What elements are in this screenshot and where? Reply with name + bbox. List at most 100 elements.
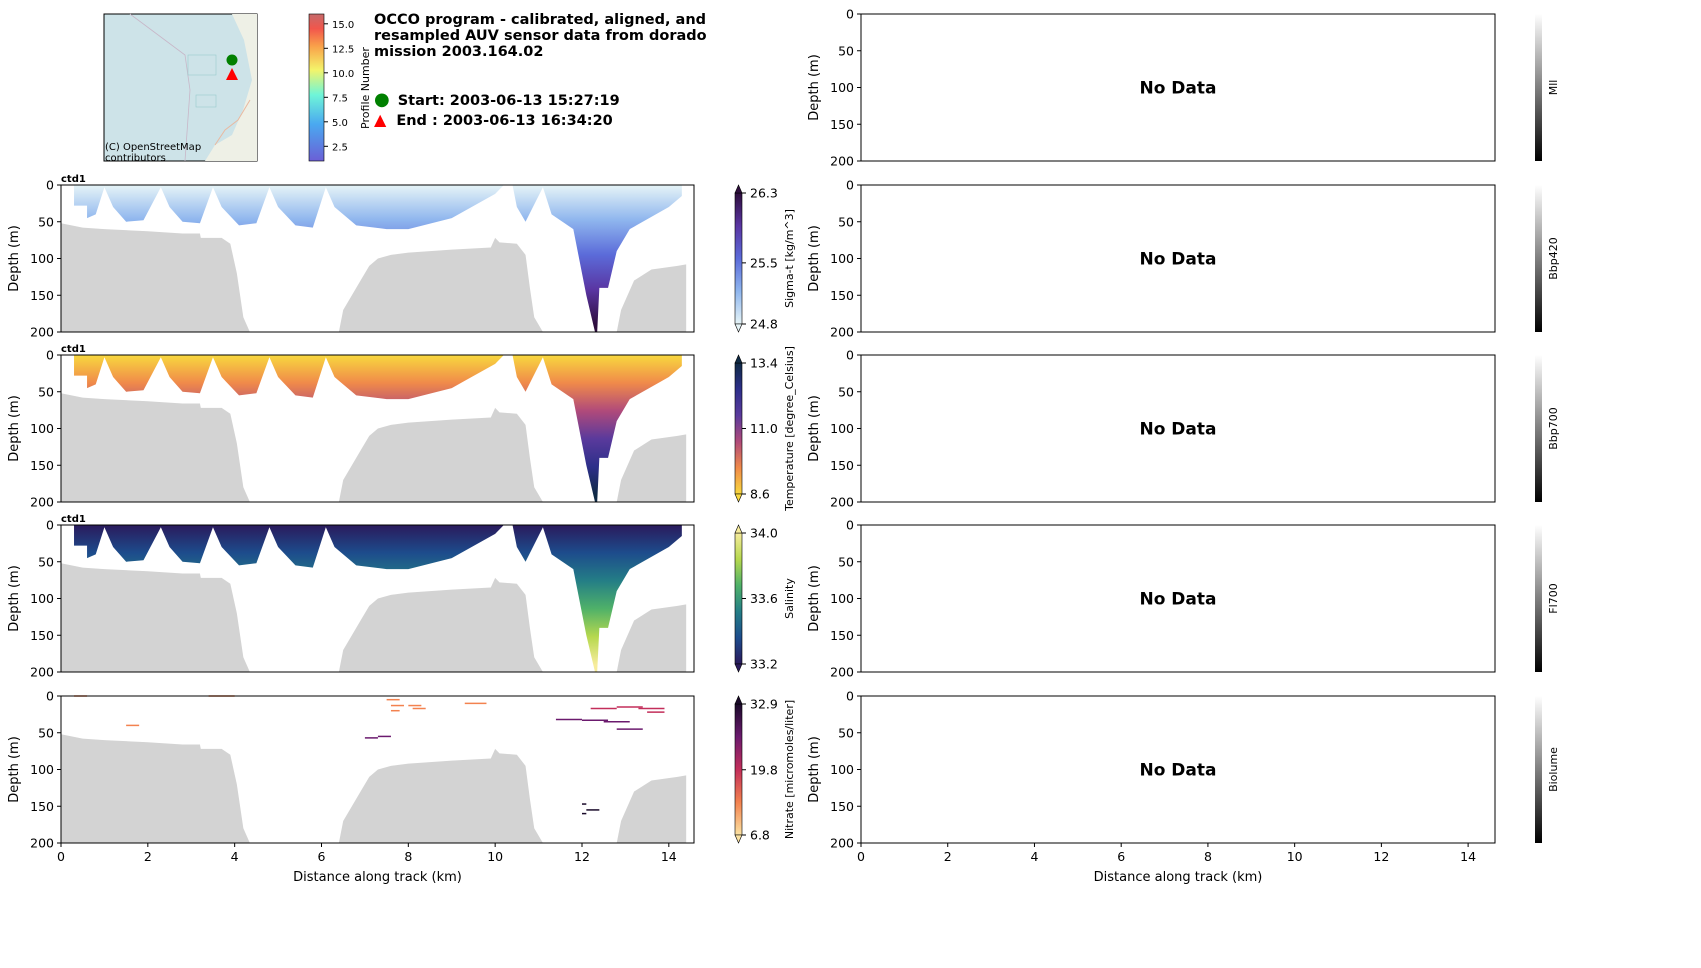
y-axis-label: Depth (m) <box>7 395 22 462</box>
chart-panel-9: No Data 0 50 100 150 200 Depth (m) 0 2 4 6 8 10 12 14 D… <box>807 689 1560 886</box>
y-tick-label: 200 <box>830 495 854 510</box>
colorbar: 24.8 25.5 26.3 Sigma-t [kg/m^3] <box>734 184 796 333</box>
y-tick-label: 200 <box>830 836 854 851</box>
y-axis-label: Depth (m) <box>7 225 22 292</box>
y-axis-label: Depth (m) <box>807 225 822 292</box>
colorbar: 33.2 33.6 34.0 Salinity <box>734 524 796 673</box>
colorbar-tick-label: 33.2 <box>750 657 778 672</box>
plot-area <box>861 525 1495 672</box>
y-tick-label: 100 <box>30 251 54 266</box>
colorbar-tick-label: 33.6 <box>750 591 778 606</box>
x-tick-label: 0 <box>857 849 865 864</box>
colorbar-bar <box>1535 185 1542 332</box>
x-tick-label: 6 <box>1117 849 1125 864</box>
colorbar-tick-label: 5.0 <box>332 118 348 129</box>
y-tick-label: 200 <box>830 325 854 340</box>
y-tick-label: 150 <box>830 117 854 132</box>
panel-tag: ctd1 <box>61 514 86 525</box>
data-field <box>74 355 682 502</box>
y-tick-label: 150 <box>830 628 854 643</box>
colorbar: Fl700 <box>1535 525 1560 672</box>
y-tick-label: 0 <box>846 518 854 533</box>
colorbar-bar <box>1535 14 1542 161</box>
y-axis-label: Depth (m) <box>807 54 822 121</box>
colorbar-bar <box>734 362 743 495</box>
colorbar-tick-label: 32.9 <box>750 697 778 712</box>
colorbar-tick-label: 34.0 <box>750 526 778 541</box>
colorbar-label: Fl700 <box>1547 583 1560 613</box>
colorbar-extend-min <box>734 323 743 333</box>
colorbar-tick-label: 10.0 <box>332 69 354 80</box>
track-map: (C) OpenStreetMap contributors <box>103 13 258 164</box>
end-label: End : 2003-06-13 16:34:20 <box>396 113 613 129</box>
y-tick-label: 200 <box>830 665 854 680</box>
colorbar-extend-min <box>734 834 743 844</box>
y-tick-label: 200 <box>30 495 54 510</box>
y-tick-label: 100 <box>30 421 54 436</box>
plot-area <box>861 696 1495 843</box>
chart-panel-6: No Data 0 50 100 150 200 Depth (m) Bbp420 <box>807 178 1560 340</box>
y-tick-label: 0 <box>846 689 854 704</box>
y-tick-label: 200 <box>30 325 54 340</box>
colorbar-bar <box>1535 525 1542 672</box>
colorbar-bar <box>734 703 743 836</box>
y-tick-label: 150 <box>30 799 54 814</box>
bathymetry <box>61 734 687 843</box>
y-tick-label: 50 <box>838 554 854 569</box>
y-axis-label: Depth (m) <box>7 565 22 632</box>
colorbar-tick-label: 15.0 <box>332 20 354 31</box>
colorbar: Mll <box>1535 14 1560 161</box>
x-tick-label: 10 <box>1287 849 1303 864</box>
colorbar-tick-label: 11.0 <box>750 421 778 436</box>
colorbar-extend-max <box>734 524 743 534</box>
y-axis-label: Depth (m) <box>7 736 22 803</box>
x-tick-label: 12 <box>1373 849 1389 864</box>
y-tick-label: 50 <box>38 725 54 740</box>
y-axis-label: Depth (m) <box>807 565 822 632</box>
colorbar-tick-label: 19.8 <box>750 762 778 777</box>
x-tick-label: 2 <box>944 849 952 864</box>
y-tick-label: 150 <box>830 799 854 814</box>
colorbar-label: Nitrate [micromoles/liter] <box>783 700 796 839</box>
start-legend: ● Start: 2003-06-13 15:27:19 <box>374 89 620 110</box>
no-data-annotation: No Data <box>1139 250 1216 270</box>
colorbar-extend-max <box>734 354 743 364</box>
data-field <box>74 185 682 332</box>
no-data-annotation: No Data <box>1139 420 1216 440</box>
y-tick-label: 100 <box>830 591 854 606</box>
colorbar: Biolume <box>1535 696 1560 843</box>
colorbar-label: Mll <box>1547 80 1560 96</box>
y-tick-label: 100 <box>830 251 854 266</box>
chart-panel-8: No Data 0 50 100 150 200 Depth (m) Fl700 <box>807 518 1560 680</box>
start-label: Start: 2003-06-13 15:27:19 <box>397 93 620 109</box>
bathymetry <box>61 393 687 502</box>
y-tick-label: 150 <box>30 628 54 643</box>
colorbar-bar <box>1535 696 1542 843</box>
no-data-annotation: No Data <box>1139 761 1216 781</box>
no-data-annotation: No Data <box>1139 79 1216 99</box>
plot-area <box>861 355 1495 502</box>
chart-panel-1: ctd1 0 50 100 150 200 Depth (m) 24.8 25.5 26.3 Sig… <box>7 174 796 340</box>
map-attribution: (C) OpenStreetMap <box>105 142 201 153</box>
colorbar-extend-min <box>734 663 743 673</box>
x-tick-label: 14 <box>1460 849 1476 864</box>
y-tick-label: 150 <box>30 288 54 303</box>
end-legend-icon: ▲ <box>374 110 387 129</box>
colorbar-tick-label: 24.8 <box>750 317 778 332</box>
colorbar-tick-label: 25.5 <box>750 255 778 270</box>
x-tick-label: 6 <box>318 849 326 864</box>
y-tick-label: 200 <box>830 154 854 169</box>
panel-tag: ctd1 <box>61 344 86 355</box>
x-tick-label: 4 <box>1030 849 1038 864</box>
x-axis-label: Distance along track (km) <box>1094 870 1263 885</box>
y-tick-label: 0 <box>46 689 54 704</box>
colorbar-tick-label: 7.5 <box>332 93 348 104</box>
colorbar-extend-max <box>734 695 743 705</box>
colorbar-bar <box>734 532 743 665</box>
y-tick-label: 50 <box>38 384 54 399</box>
y-tick-label: 100 <box>830 421 854 436</box>
start-legend-icon: ● <box>374 89 390 110</box>
y-tick-label: 0 <box>46 348 54 363</box>
colorbar-tick-label: 13.4 <box>750 356 778 371</box>
